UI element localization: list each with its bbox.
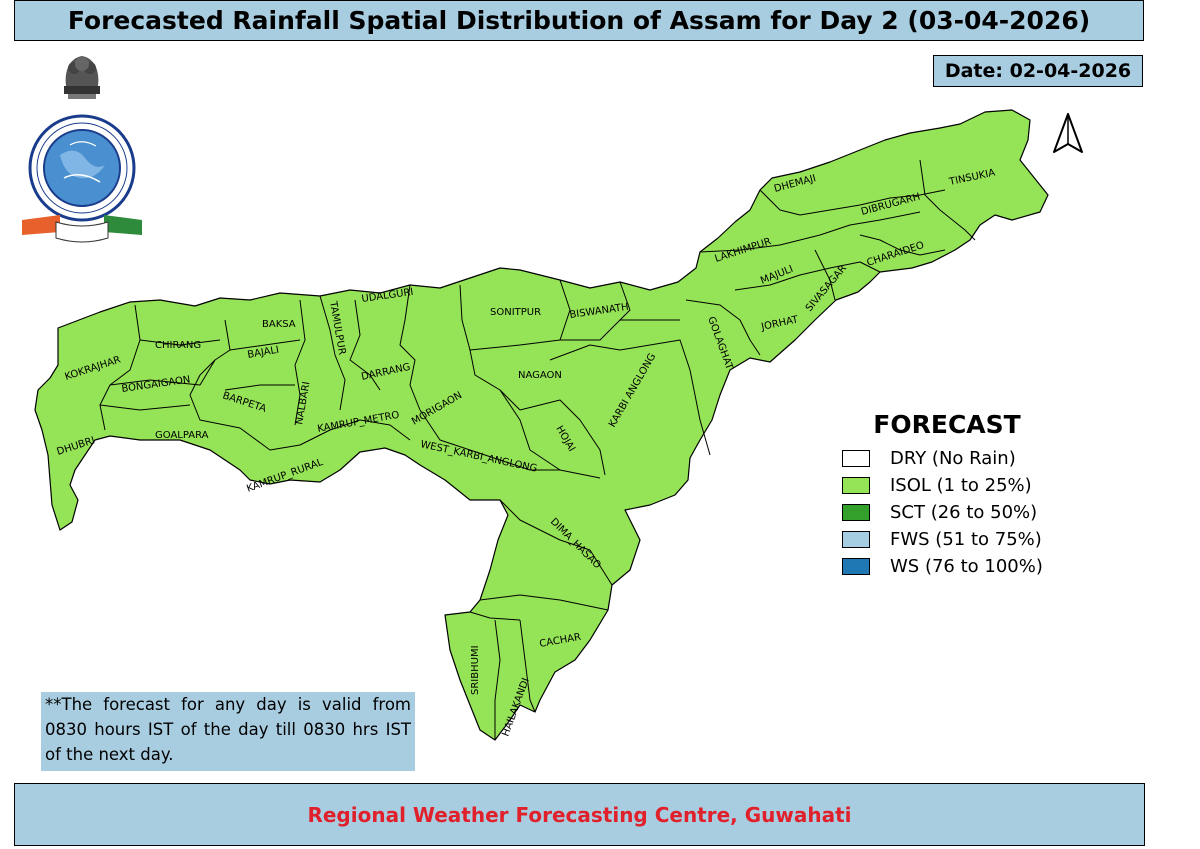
footer-credit: Regional Weather Forecasting Centre, Guw… (14, 783, 1145, 846)
issue-date: Date: 02-04-2026 (933, 55, 1143, 87)
label-baksa: BAKSA (262, 319, 296, 330)
legend-swatch-ws (842, 558, 870, 575)
logo-ribbon (22, 215, 142, 243)
legend-item: SCT (26 to 50%) (842, 499, 1092, 526)
legend-item: WS (76 to 100%) (842, 553, 1092, 580)
legend-label: FWS (51 to 75%) (890, 529, 1042, 550)
legend-swatch-dry (842, 450, 870, 467)
assam-outline (34, 109, 1049, 741)
label-sonitpur: SONITPUR (490, 307, 541, 318)
legend-swatch-isol (842, 477, 870, 494)
map-title: Forecasted Rainfall Spatial Distribution… (14, 0, 1144, 41)
label-goalpara: GOALPARA (155, 430, 209, 441)
legend-item: FWS (51 to 75%) (842, 526, 1092, 553)
legend-label: SCT (26 to 50%) (890, 502, 1038, 523)
label-chirang: CHIRANG (155, 340, 201, 351)
validity-note: **The forecast for any day is valid from… (41, 692, 415, 771)
legend-label: WS (76 to 100%) (890, 556, 1043, 577)
imd-logo (22, 56, 142, 243)
legend-label: DRY (No Rain) (890, 448, 1016, 469)
label-bajali: BAJALI (247, 345, 280, 361)
legend-label: ISOL (1 to 25%) (890, 475, 1032, 496)
forecast-legend: FORECAST DRY (No Rain) ISOL (1 to 25%) S… (842, 410, 1092, 580)
label-sribhumi: SRIBHUMI (470, 645, 481, 695)
label-nagaon: NAGAON (518, 370, 562, 381)
legend-swatch-fws (842, 531, 870, 548)
legend-item: DRY (No Rain) (842, 445, 1092, 472)
legend-item: ISOL (1 to 25%) (842, 472, 1092, 499)
imd-seal-icon (28, 114, 136, 222)
legend-title: FORECAST (873, 410, 1021, 439)
national-emblem-icon (64, 56, 100, 99)
legend-swatch-sct (842, 504, 870, 521)
north-arrow-icon (1053, 113, 1083, 153)
